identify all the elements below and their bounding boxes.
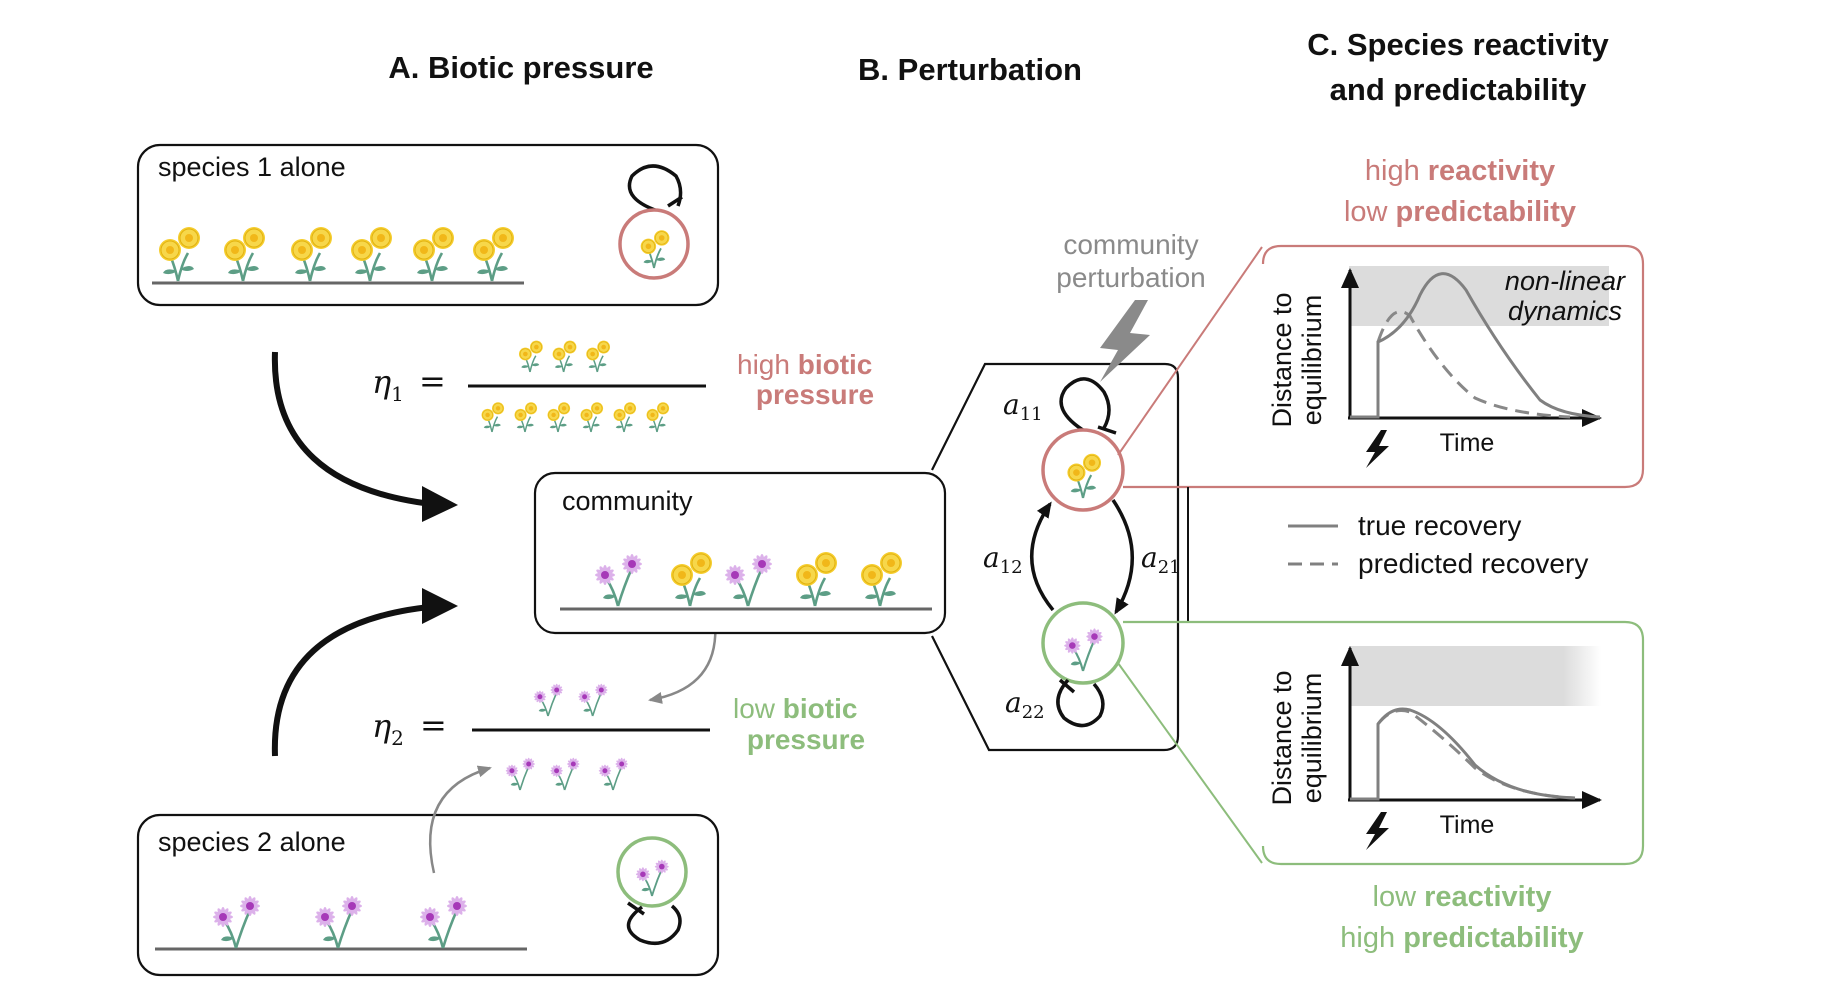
species2-box: species 2 alone <box>136 813 720 977</box>
legend: true recovery predicted recovery <box>1288 510 1588 579</box>
eta2-equation: η2 = <box>372 682 710 791</box>
lightning-icon <box>1100 300 1150 382</box>
species2-node <box>616 836 688 908</box>
legend-true: true recovery <box>1358 510 1521 541</box>
bottom-plot-connector <box>1117 662 1263 864</box>
top-plot-annotation-line2: dynamics <box>1508 296 1622 326</box>
yellow-flower-icon <box>518 339 611 373</box>
arrow-species2-to-community <box>271 603 441 757</box>
node-species2 <box>1041 601 1125 685</box>
top-plot-connector <box>1117 246 1263 456</box>
panel-a-title: A. Biotic pressure <box>388 50 653 85</box>
yellow-flower-icon <box>480 401 670 433</box>
arrow-a12 <box>1030 501 1055 612</box>
self-loop-icon <box>627 164 683 215</box>
a12-label: a12 <box>983 541 1023 578</box>
bottom-plot-shade <box>1349 646 1601 706</box>
bottom-plot-header-line1: low reactivity <box>1373 881 1552 913</box>
self-loop-icon <box>1059 377 1117 435</box>
community-label: community <box>562 486 693 516</box>
a11-label: a11 <box>1003 388 1043 425</box>
perturbation-label-line2: perturbation <box>1056 262 1205 293</box>
purple-flower-icon <box>504 756 629 791</box>
arrow-species2-to-eta2 <box>428 765 492 874</box>
self-loop-icon <box>626 901 682 946</box>
bottom-plot-ylabel-line2: equilibrium <box>1297 673 1327 804</box>
arrow-community-to-eta2 <box>648 621 717 704</box>
low-biotic-pressure-line1: low biotic <box>733 693 857 724</box>
svg-text:η1: η1 <box>372 363 404 406</box>
species2-label: species 2 alone <box>158 827 346 857</box>
lightning-icon <box>1366 430 1389 468</box>
perturbation-zoom-lines <box>931 362 1180 752</box>
top-plot-true-curve <box>1350 272 1601 419</box>
high-biotic-pressure-line1: high biotic <box>737 349 872 380</box>
top-plot-annotation-line1: non-linear <box>1505 266 1626 296</box>
top-plot-xlabel: Time <box>1440 429 1495 457</box>
purple-flower-icon <box>532 682 609 717</box>
high-biotic-pressure-line2: pressure <box>756 379 874 410</box>
eta1-equation: η1 = <box>372 339 706 433</box>
top-plot-header-line2: low predictability <box>1344 196 1576 228</box>
top-plot-predicted-curve <box>1376 310 1571 419</box>
arrow-species1-to-community <box>271 351 441 508</box>
arrow-a21 <box>1111 499 1134 615</box>
low-biotic-pressure-line2: pressure <box>747 724 865 755</box>
perturbation-label-line1: community <box>1063 229 1198 260</box>
panel-c-title-line1: C. Species reactivity <box>1307 27 1609 62</box>
bottom-plot-xlabel: Time <box>1440 811 1495 839</box>
top-plot-header-line1: high reactivity <box>1365 155 1555 187</box>
bottom-plot-true-curve <box>1350 707 1576 801</box>
a21-label: a21 <box>1141 541 1181 578</box>
bottom-plot-predicted-curve <box>1376 709 1576 800</box>
panel-b-title: B. Perturbation <box>858 52 1082 87</box>
top-plot-ylabel-line1: Distance to <box>1267 292 1297 427</box>
top-plot-ylabel-line2: equilibrium <box>1297 295 1327 426</box>
self-loop-icon <box>1056 678 1105 728</box>
svg-text:η2: η2 <box>372 707 404 750</box>
bottom-plot-box <box>1123 620 1645 866</box>
species1-label: species 1 alone <box>158 152 346 182</box>
bottom-plot-ylabel-line1: Distance to <box>1267 670 1297 805</box>
legend-predicted: predicted recovery <box>1358 548 1588 579</box>
lightning-icon <box>1366 812 1389 850</box>
svg-text:=: = <box>419 362 446 400</box>
bottom-plot-header-line2: high predictability <box>1340 922 1583 954</box>
panel-c-title-line2: and predictability <box>1330 72 1587 107</box>
species1-box: species 1 alone <box>136 143 720 307</box>
community-box: community <box>533 471 947 635</box>
svg-text:=: = <box>420 706 447 744</box>
top-plot-box <box>1123 244 1645 489</box>
a22-label: a22 <box>1005 686 1045 723</box>
